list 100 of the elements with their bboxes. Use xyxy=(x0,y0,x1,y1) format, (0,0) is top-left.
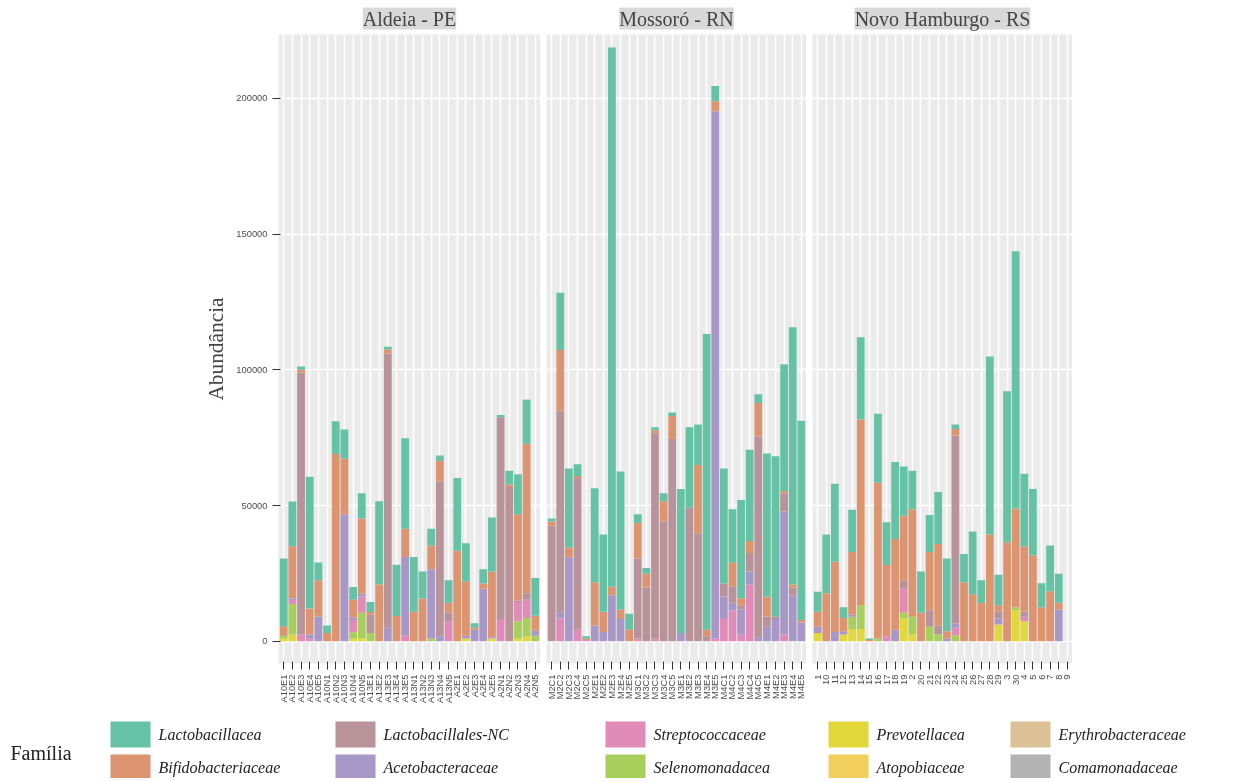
x-tick-label: A10E5 xyxy=(313,674,324,703)
x-tick-label: 23 xyxy=(941,674,952,685)
x-tick-label: 3 xyxy=(1002,674,1013,680)
x-tick-label: M2C1 xyxy=(546,674,557,700)
x-tick-label: A13E2 xyxy=(374,674,385,703)
x-tick-label: M2C5 xyxy=(581,674,592,700)
x-tick-label: A2E3 xyxy=(469,674,480,698)
x-tick-label: M4E1 xyxy=(761,674,772,699)
x-tick-label: 5 xyxy=(1027,674,1038,680)
x-tick-label: A13N2 xyxy=(417,674,428,704)
x-tick-label: 12 xyxy=(838,674,849,685)
x-tick-label: M3E1 xyxy=(675,674,686,699)
y-tick-label: 200000 xyxy=(236,93,268,104)
x-tick-label: M3C5 xyxy=(667,674,678,700)
x-tick-label: M2C3 xyxy=(563,674,574,700)
legend-label: Erythrobacteraceae xyxy=(1057,726,1186,744)
x-tick-label: A10E1 xyxy=(278,674,289,703)
legend-label: Comamonadaceae xyxy=(1058,759,1178,776)
x-tick-label: A10N3 xyxy=(339,674,350,704)
x-tick-label: A2E2 xyxy=(460,674,471,698)
x-tick-label: A10N2 xyxy=(330,674,341,704)
x-tick-label: M3C2 xyxy=(641,674,652,700)
chart-title: Aldeia - PE xyxy=(362,7,457,30)
x-tick-label: M4C1 xyxy=(718,674,729,700)
x-tick-label: M4C4 xyxy=(744,674,755,700)
x-tick-label: A2N5 xyxy=(530,674,541,698)
x-tick-label: A2N2 xyxy=(504,674,515,698)
x-tick-label: M3E3 xyxy=(693,674,704,699)
x-tick-label: A13N5 xyxy=(443,674,454,704)
x-tick-label: 30 xyxy=(1010,674,1021,685)
x-tick-label: A10N1 xyxy=(322,674,333,704)
legend-label: Acetobacteraceae xyxy=(382,759,499,776)
x-tick-label: 7 xyxy=(1045,674,1056,680)
x-tick-label: 28 xyxy=(984,674,995,685)
x-tick-label: M3C4 xyxy=(658,674,669,700)
x-tick-label: A2N3 xyxy=(512,674,523,698)
legend-label: Lactobacillacea xyxy=(157,726,262,743)
x-tick-label: M2E3 xyxy=(606,674,617,699)
x-tick-label: 24 xyxy=(950,674,961,685)
x-tick-label: M4C2 xyxy=(727,674,738,700)
x-tick-label: 4 xyxy=(1019,674,1030,680)
x-tick-label: M3E4 xyxy=(701,674,712,699)
x-tick-label: 22 xyxy=(933,674,944,685)
x-tick-label: 11 xyxy=(829,674,840,685)
x-tick-label: 29 xyxy=(993,674,1004,685)
x-tick-label: M2E4 xyxy=(615,674,626,699)
x-tick-label: A10N5 xyxy=(356,674,367,704)
legend-label: Selenomonadacea xyxy=(653,759,770,776)
x-tick-label: 8 xyxy=(1053,674,1064,680)
x-tick-label: 27 xyxy=(976,674,987,685)
x-tick-label: M4E2 xyxy=(770,674,781,699)
x-tick-label: M2C2 xyxy=(555,674,566,700)
x-tick-label: 9 xyxy=(1062,674,1073,680)
x-tick-label: 18 xyxy=(890,674,901,685)
legend-label: Lactobacillales-NC xyxy=(382,726,510,743)
x-tick-label: 13 xyxy=(847,674,858,685)
x-tick-label: 16 xyxy=(872,674,883,685)
x-tick-label: 19 xyxy=(898,674,909,685)
y-tick-label: 100000 xyxy=(236,364,268,375)
x-tick-label: M4C5 xyxy=(753,674,764,700)
x-tick-label: M2E1 xyxy=(589,674,600,699)
x-tick-label: 21 xyxy=(924,674,935,685)
x-tick-label: A13N3 xyxy=(426,674,437,704)
x-tick-label: M3E2 xyxy=(684,674,695,699)
x-tick-label: A10N4 xyxy=(348,674,359,704)
x-tick-label: A13E3 xyxy=(382,674,393,703)
x-tick-label: M2E5 xyxy=(624,674,635,699)
chart-title: Novo Hamburgo - RS xyxy=(854,7,1031,31)
x-tick-label: M4C3 xyxy=(736,674,747,700)
x-tick-label: 20 xyxy=(915,674,926,685)
legend-label: Atopobiaceae xyxy=(875,759,965,777)
x-tick-label: A2E4 xyxy=(478,674,489,698)
x-tick-label: A13E5 xyxy=(400,674,411,703)
x-tick-label: 2 xyxy=(907,674,918,680)
x-tick-label: A10E3 xyxy=(296,674,307,703)
x-tick-label: M4E3 xyxy=(779,674,790,699)
x-tick-label: 26 xyxy=(967,674,978,685)
x-tick-label: M2C4 xyxy=(572,674,583,700)
x-tick-label: 10 xyxy=(821,674,832,685)
x-tick-label: A2E1 xyxy=(452,674,463,698)
legend-title: Família xyxy=(10,741,72,764)
x-tick-label: M3C3 xyxy=(649,674,660,700)
x-tick-label: M3E5 xyxy=(710,674,721,699)
x-tick-label: M4E5 xyxy=(796,674,807,699)
legend-label: Bifidobacteriaceae xyxy=(158,759,281,777)
x-tick-label: 1 xyxy=(812,674,823,680)
x-tick-label: M2E2 xyxy=(598,674,609,699)
y-tick-label: 50000 xyxy=(241,500,268,511)
x-tick-label: A2E5 xyxy=(486,674,497,698)
x-tick-label: 15 xyxy=(864,674,875,685)
x-tick-label: A2N4 xyxy=(521,674,532,698)
y-tick-label: 150000 xyxy=(236,229,268,240)
x-tick-label: 25 xyxy=(959,674,970,685)
x-tick-label: 17 xyxy=(881,674,892,685)
x-tick-label: A13N1 xyxy=(408,674,419,704)
x-tick-label: A13E4 xyxy=(391,674,402,703)
x-tick-label: A13E1 xyxy=(365,674,376,703)
y-tick-label: 0 xyxy=(262,636,268,647)
x-tick-label: M4E4 xyxy=(787,674,798,699)
x-tick-label: A2N1 xyxy=(495,674,506,698)
